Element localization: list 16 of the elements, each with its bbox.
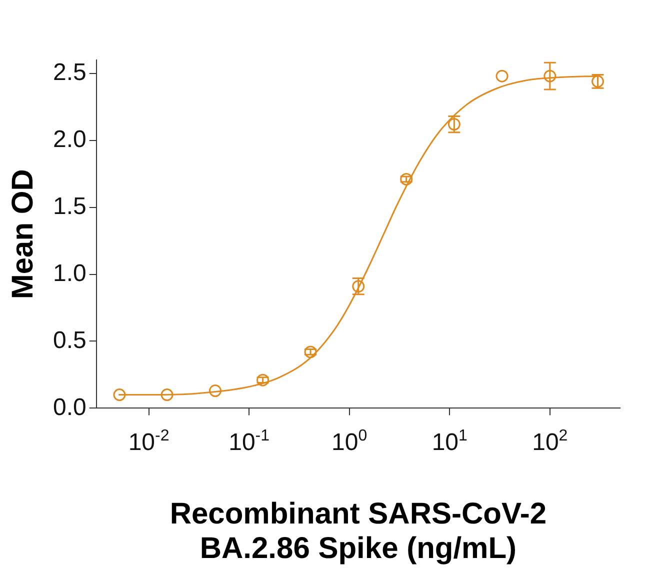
point (544, 70, 556, 82)
point (256, 374, 270, 386)
y-tick-label: 0.5 (52, 326, 86, 354)
point (113, 388, 126, 402)
y-tick-label: 1.0 (52, 260, 86, 287)
point (160, 388, 174, 402)
point (304, 346, 317, 358)
point (496, 70, 508, 82)
point (209, 384, 222, 398)
y-tick-label: 2.0 (52, 126, 86, 153)
x-axis-title: Recombinant SARS-CoV-2 BA.2.86 Spike (ng/mL) (170, 498, 547, 566)
y-tick-label: 0.0 (52, 394, 86, 421)
y-tick-label: 1.5 (52, 192, 86, 220)
y-tick-label: 2.5 (52, 59, 86, 86)
y-axis-title: Mean OD (6, 169, 40, 300)
point (400, 172, 413, 186)
